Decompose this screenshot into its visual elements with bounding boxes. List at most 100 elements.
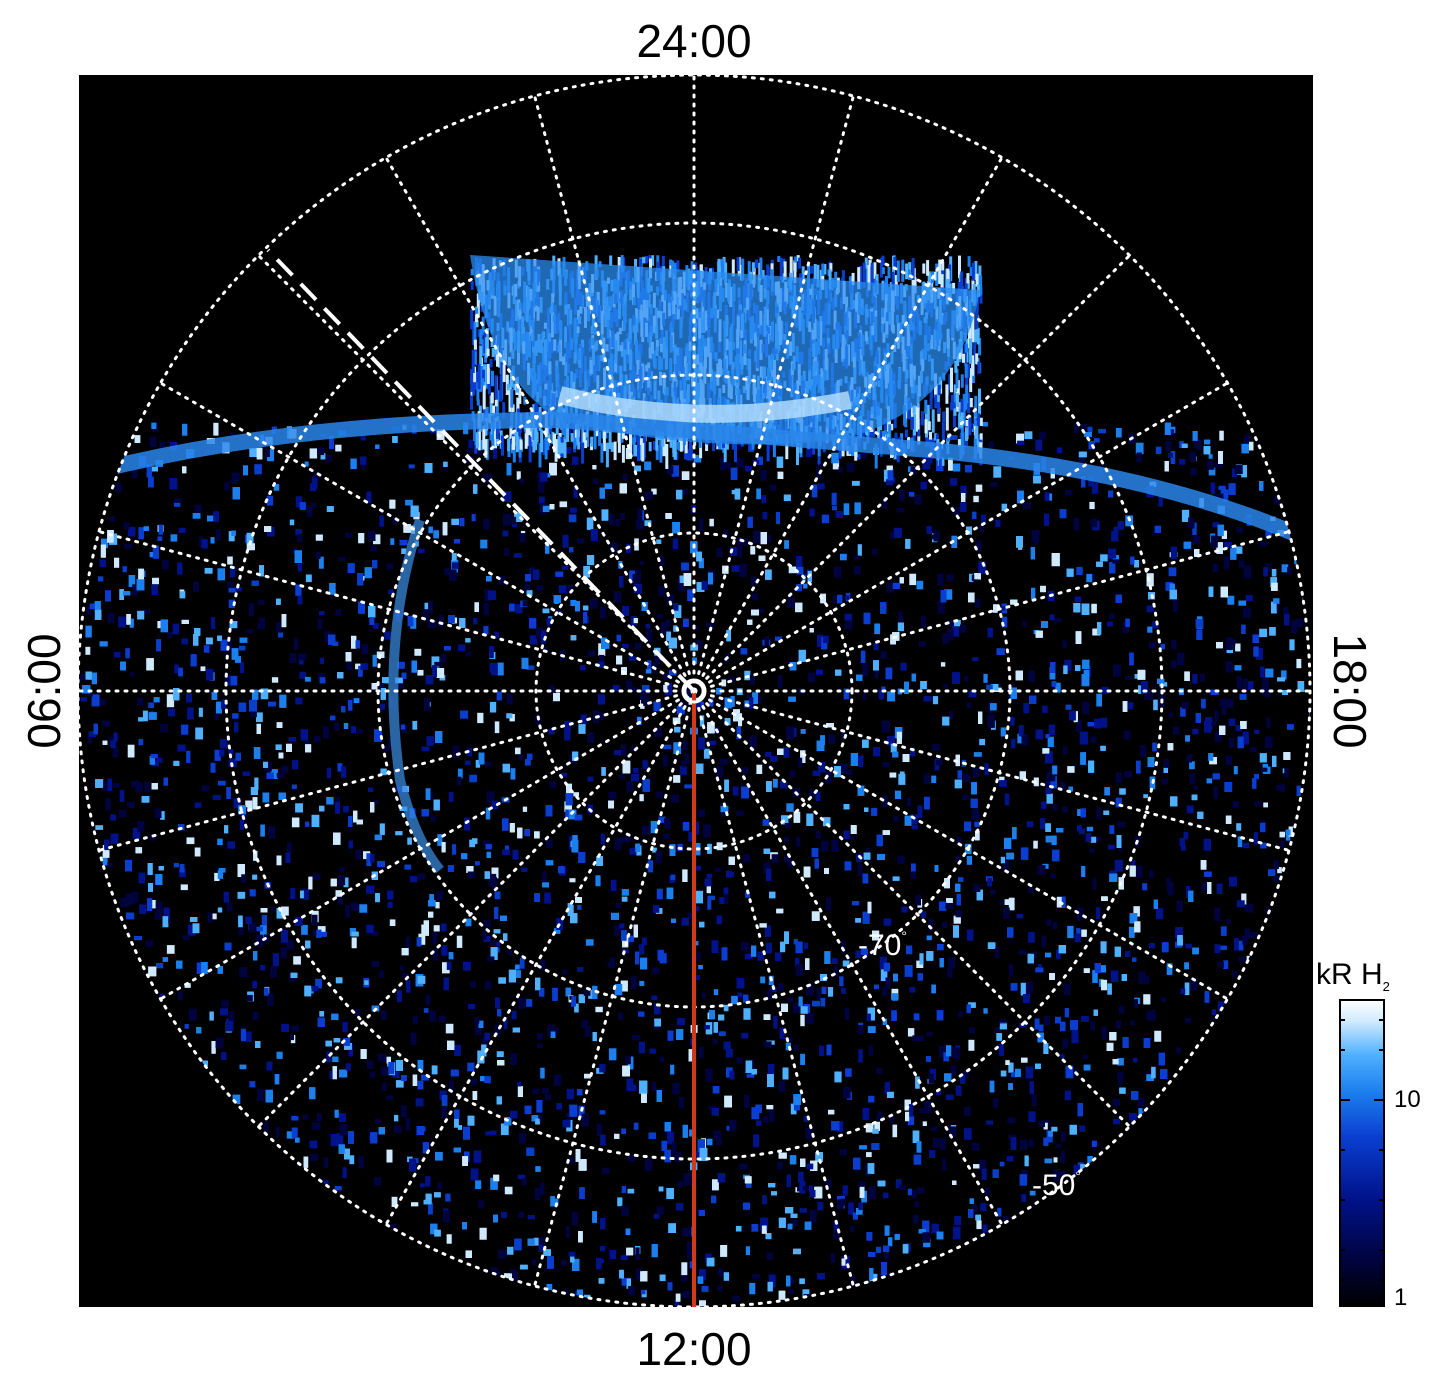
emission-pixel [101, 538, 108, 549]
emission-pixel [1241, 893, 1247, 907]
emission-pixel [232, 1094, 241, 1105]
emission-pixel [160, 811, 165, 820]
emission-pixel [940, 662, 946, 667]
emission-pixel [311, 476, 318, 489]
emission-pixel [531, 1259, 537, 1266]
emission-pixel [351, 902, 359, 912]
emission-pixel [329, 582, 336, 595]
emission-pixel [428, 526, 433, 534]
emission-pixel [1086, 573, 1093, 583]
emission-pixel [433, 925, 440, 932]
emission-pixel [377, 860, 385, 868]
emission-pixel [874, 623, 881, 635]
emission-pixel [221, 1000, 229, 1008]
emission-pixel [151, 900, 156, 909]
emission-pixel [1208, 454, 1213, 459]
emission-pixel [522, 806, 528, 812]
emission-pixel [966, 855, 973, 865]
emission-pixel [132, 827, 141, 839]
emission-pixel [1041, 935, 1046, 948]
emission-pixel [926, 1031, 933, 1037]
emission-pixel [1189, 773, 1196, 785]
emission-pixel [480, 539, 488, 549]
emission-pixel [560, 772, 568, 777]
emission-pixel [751, 945, 757, 957]
emission-pixel [1114, 946, 1121, 957]
emission-pixel [621, 1185, 627, 1193]
emission-pixel [738, 713, 743, 727]
emission-pixel [663, 684, 668, 692]
emission-pixel [598, 654, 605, 664]
emission-pixel [1055, 682, 1061, 693]
emission-pixel [726, 1125, 731, 1131]
emission-pixel [254, 464, 262, 475]
emission-pixel [275, 1126, 280, 1138]
emission-pixel [1118, 1076, 1123, 1086]
emission-pixel [358, 1155, 364, 1169]
emission-pixel [414, 648, 422, 656]
emission-pixel [978, 1160, 987, 1171]
emission-pixel [1220, 926, 1227, 936]
emission-pixel [166, 694, 175, 708]
emission-pixel [639, 560, 645, 565]
emission-pixel [213, 422, 219, 436]
emission-pixel [334, 1109, 339, 1118]
emission-pixel [682, 489, 688, 495]
emission-pixel [129, 671, 135, 677]
emission-pixel [1096, 693, 1102, 707]
emission-pixel [873, 747, 880, 757]
emission-pixel [840, 763, 848, 774]
emission-pixel [693, 975, 700, 981]
emission-pixel [766, 1105, 774, 1110]
emission-pixel [1122, 621, 1129, 633]
emission-pixel [536, 1099, 543, 1113]
emission-pixel [357, 728, 364, 733]
emission-pixel [112, 746, 119, 758]
emission-pixel [138, 527, 144, 540]
emission-pixel [321, 931, 327, 937]
emission-pixel [1223, 960, 1229, 969]
emission-pixel [656, 539, 662, 544]
emission-pixel [1101, 686, 1109, 694]
emission-pixel [909, 573, 917, 586]
emission-pixel [1265, 736, 1273, 748]
emission-pixel [1165, 582, 1174, 591]
emission-pixel [1220, 489, 1229, 502]
emission-pixel [305, 821, 310, 827]
emission-pixel [132, 584, 138, 596]
emission-pixel [432, 948, 439, 961]
emission-pixel [971, 1204, 978, 1213]
emission-pixel [105, 798, 111, 811]
emission-pixel [1045, 781, 1052, 795]
emission-pixel [983, 673, 988, 683]
emission-pixel [899, 1185, 907, 1190]
emission-pixel [249, 1081, 256, 1088]
emission-pixel [1131, 860, 1136, 866]
emission-pixel [305, 676, 311, 682]
emission-pixel [457, 1125, 463, 1130]
emission-pixel [1109, 870, 1117, 875]
emission-pixel [639, 980, 645, 986]
emission-pixel [756, 764, 763, 774]
emission-pixel [890, 743, 897, 753]
emission-pixel [1241, 465, 1247, 478]
emission-pixel [723, 1272, 730, 1281]
emission-pixel [1285, 831, 1291, 841]
emission-pixel [747, 516, 753, 528]
emission-pixel [259, 617, 266, 630]
emission-pixel [573, 487, 578, 499]
emission-pixel [485, 1131, 494, 1136]
emission-pixel [1125, 675, 1132, 680]
emission-pixel [677, 1180, 683, 1188]
emission-pixel [260, 824, 265, 837]
emission-pixel [445, 1193, 451, 1202]
emission-pixel [950, 1065, 957, 1076]
emission-pixel [973, 495, 979, 503]
emission-pixel [741, 1032, 749, 1039]
emission-pixel [731, 995, 738, 1005]
emission-pixel [342, 1022, 348, 1033]
emission-pixel [953, 915, 961, 924]
emission-pixel [1090, 836, 1097, 843]
emission-pixel [135, 847, 143, 854]
